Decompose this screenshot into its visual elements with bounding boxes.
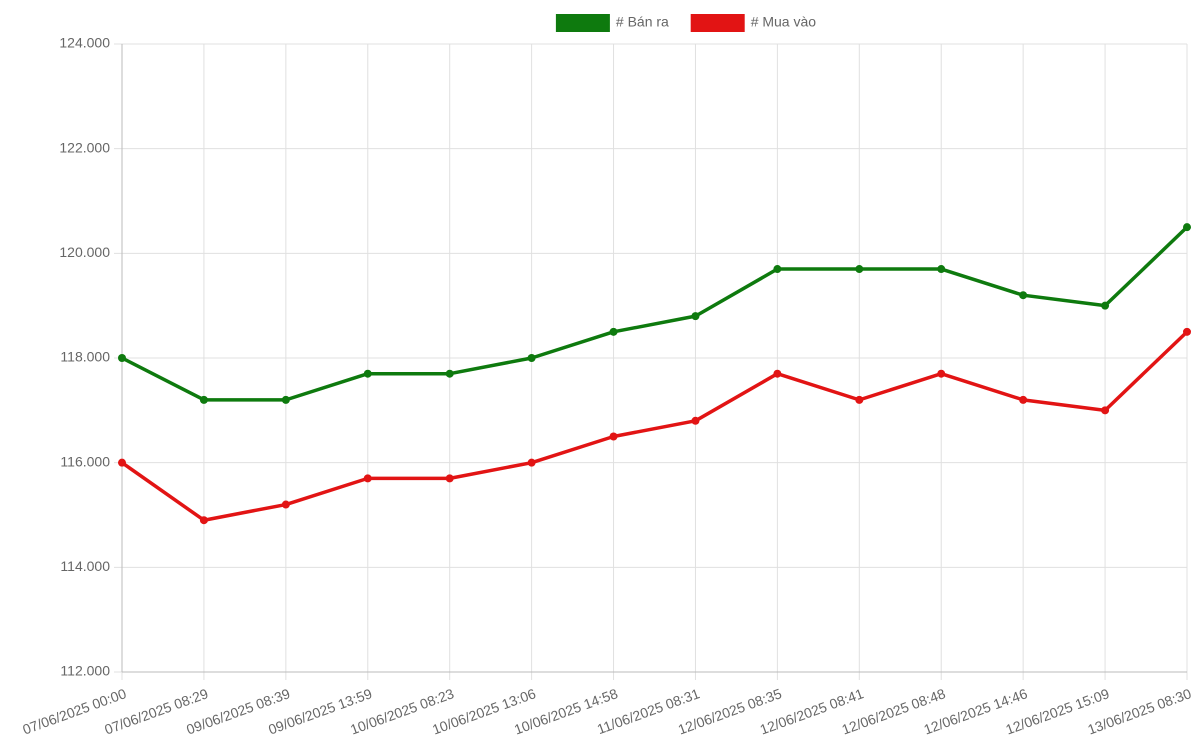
data-point	[1019, 395, 1028, 404]
data-point	[1101, 406, 1110, 415]
legend: # Bán ra # Mua vào	[555, 14, 817, 32]
data-point	[445, 369, 454, 378]
data-point	[773, 265, 782, 274]
data-point	[1183, 327, 1191, 336]
y-tick-label: 124.000	[59, 35, 110, 51]
data-point	[1019, 291, 1028, 300]
data-point	[527, 354, 536, 362]
data-line	[121, 225, 1189, 402]
data-point	[363, 369, 372, 378]
data-point	[1101, 301, 1110, 310]
data-point	[773, 369, 782, 378]
y-tick-label: 120.000	[59, 244, 110, 260]
y-tick-label: 116.000	[60, 453, 110, 469]
data-point	[691, 416, 700, 425]
data-point	[118, 354, 126, 362]
legend-swatch	[555, 14, 610, 32]
data-point	[281, 395, 290, 404]
data-point	[527, 458, 536, 467]
data-point	[937, 265, 946, 274]
y-tick-label: 122.000	[59, 139, 110, 155]
y-tick-label: 112.000	[60, 663, 110, 679]
data-point	[445, 474, 454, 483]
legend-swatch	[690, 14, 745, 32]
y-tick-label: 118.000	[60, 349, 110, 365]
data-point	[281, 500, 290, 509]
data-point	[199, 395, 208, 404]
data-line	[120, 330, 1189, 522]
legend-label: # Mua vào	[751, 14, 817, 30]
data-point	[691, 312, 700, 321]
data-point	[609, 327, 618, 336]
data-point	[609, 432, 618, 441]
data-point	[363, 474, 372, 483]
data-point	[199, 516, 208, 525]
legend-label: # Bán ra	[616, 14, 669, 30]
data-point	[855, 265, 864, 274]
data-point	[1183, 223, 1191, 232]
y-tick-label: 114.000	[60, 558, 110, 574]
data-point	[937, 369, 946, 378]
data-point	[855, 395, 864, 404]
data-point	[118, 458, 126, 467]
